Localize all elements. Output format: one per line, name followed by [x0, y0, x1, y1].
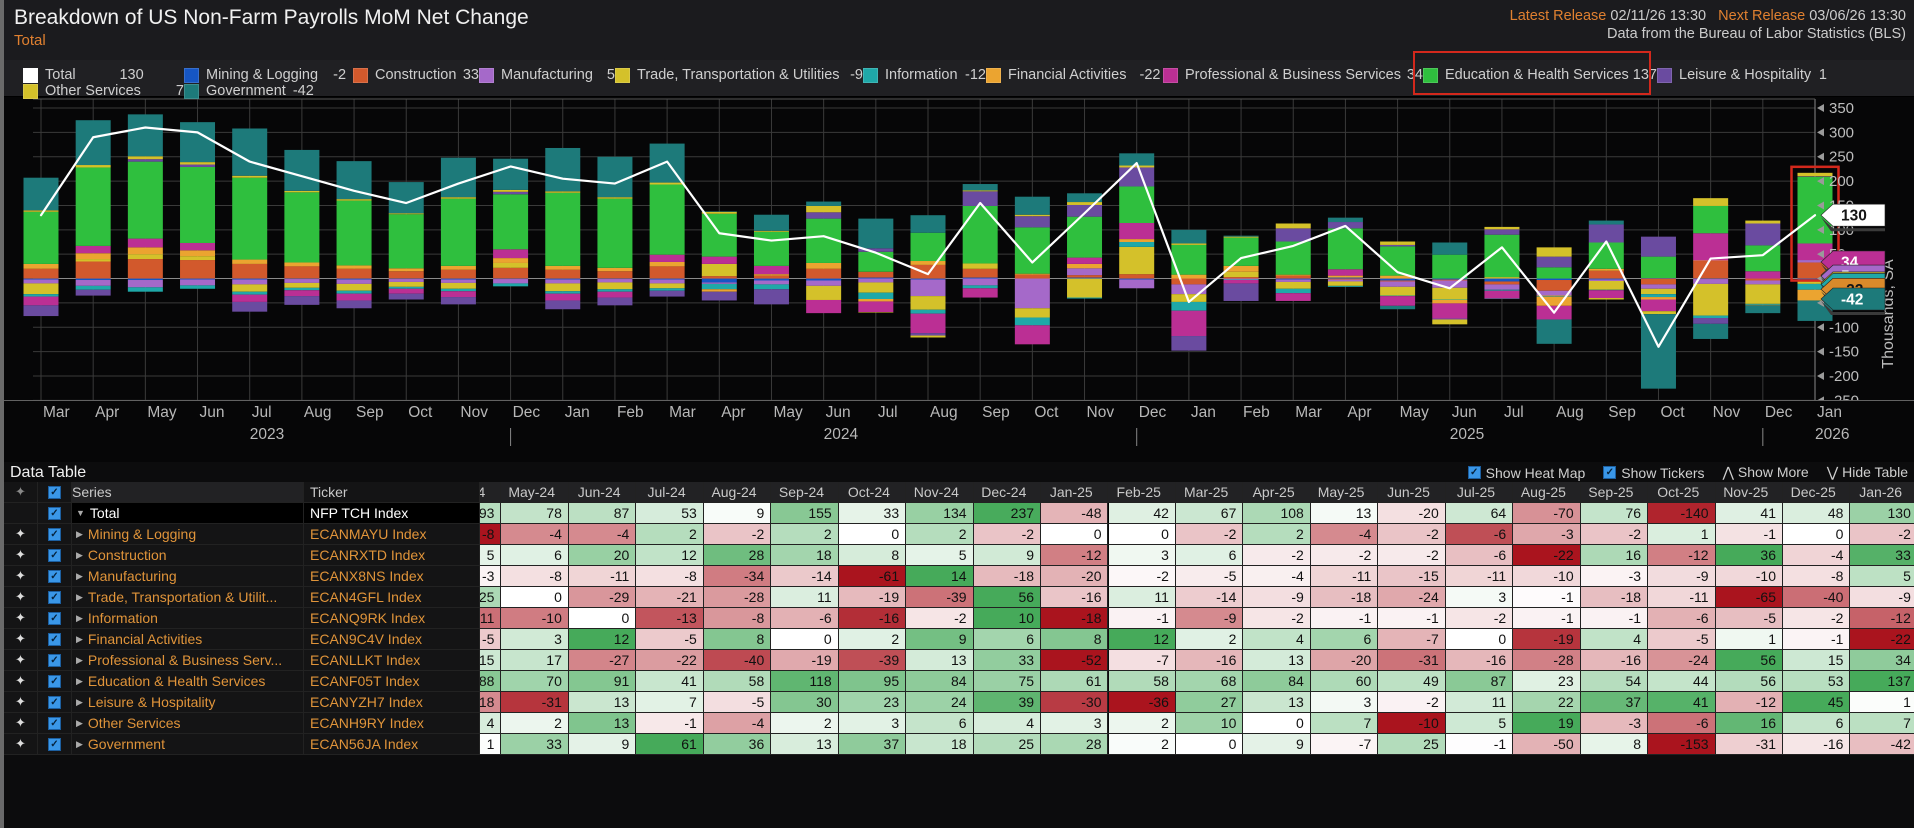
- svg-text:300: 300: [1829, 124, 1854, 141]
- svg-text:-42: -42: [1841, 292, 1863, 309]
- svg-text:-200: -200: [1829, 368, 1859, 385]
- svg-text:200: 200: [1829, 173, 1854, 190]
- svg-text:130: 130: [1841, 208, 1867, 225]
- svg-text:250: 250: [1829, 149, 1854, 166]
- svg-text:350: 350: [1829, 100, 1854, 117]
- svg-text:-100: -100: [1829, 319, 1859, 336]
- svg-text:-150: -150: [1829, 344, 1859, 361]
